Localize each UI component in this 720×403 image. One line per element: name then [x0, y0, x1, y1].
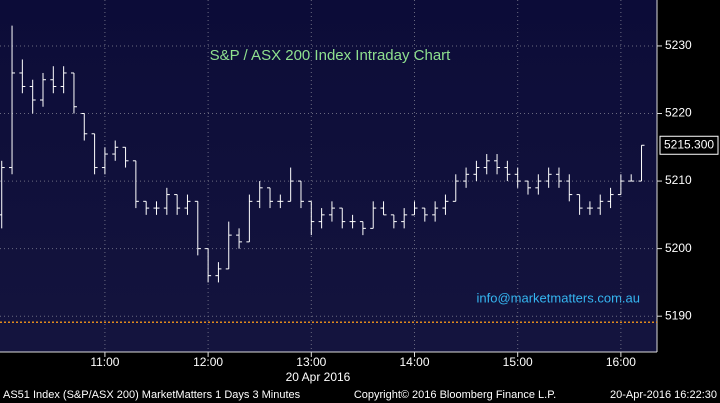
x-date-label: 20 Apr 2016	[286, 370, 351, 384]
annotation: info@marketmatters.com.au	[477, 290, 640, 305]
chart-title: S&P / ASX 200 Index Intraday Chart	[210, 47, 452, 64]
last-price-box	[659, 135, 719, 155]
y-tick-label: 5200	[665, 241, 692, 255]
x-tick-label: 12:00	[193, 355, 223, 369]
footer-center: Copyright© 2016 Bloomberg Finance L.P.	[354, 389, 556, 401]
y-tick-label: 5230	[665, 38, 692, 52]
footer-left: AS51 Index (S&P/ASX 200) MarketMatters 1…	[3, 389, 301, 401]
x-tick-label: 13:00	[296, 355, 326, 369]
plot-area	[0, 0, 657, 352]
y-tick-label: 5210	[665, 173, 692, 187]
y-tick-label: 5220	[665, 106, 692, 120]
footer-right: 20-Apr-2016 16:22:30	[610, 389, 717, 401]
y-tick-label: 5190	[665, 308, 692, 322]
x-tick-label: 14:00	[399, 355, 429, 369]
x-tick-label: 15:00	[503, 355, 533, 369]
last-price-label: 5215.300	[664, 137, 714, 151]
x-tick-label: 16:00	[606, 355, 636, 369]
x-tick-label: 11:00	[90, 355, 119, 369]
